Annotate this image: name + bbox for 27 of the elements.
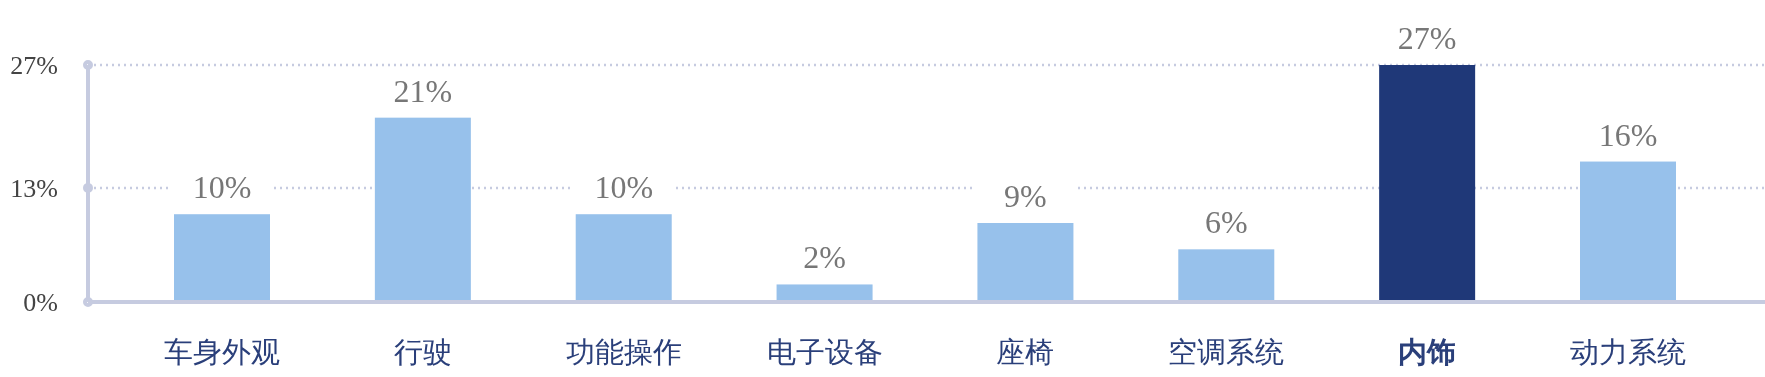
x-tick-label: 车身外观 xyxy=(164,335,280,369)
x-tick-label: 电子设备 xyxy=(766,335,883,369)
bar xyxy=(575,214,672,302)
data-label: 9% xyxy=(1004,178,1047,214)
bar xyxy=(776,284,873,302)
data-label: 21% xyxy=(393,72,453,109)
x-tick-label: 座椅 xyxy=(996,335,1055,369)
bar xyxy=(1178,249,1275,302)
data-label: 10% xyxy=(192,169,252,206)
x-tick-label: 功能操作 xyxy=(565,335,682,369)
bar xyxy=(1379,65,1476,302)
data-label: 16% xyxy=(1598,116,1658,153)
bar xyxy=(1580,161,1676,302)
y-tick-label: 13% xyxy=(10,173,58,203)
data-label: 6% xyxy=(1204,204,1248,241)
data-label: 10% xyxy=(594,169,654,206)
data-label: 2% xyxy=(803,239,846,276)
bar xyxy=(374,117,471,302)
x-tick-label: 行驶 xyxy=(393,335,452,369)
x-tick-label: 内饰 xyxy=(1398,335,1457,369)
data-label: 27% xyxy=(1397,20,1457,56)
y-tick-label: 27% xyxy=(10,51,58,80)
x-tick-label: 动力系统 xyxy=(1570,335,1686,369)
bar xyxy=(174,214,270,302)
bar xyxy=(977,223,1074,302)
y-tick-label: 0% xyxy=(23,288,58,317)
x-tick-label: 空调系统 xyxy=(1168,335,1285,369)
